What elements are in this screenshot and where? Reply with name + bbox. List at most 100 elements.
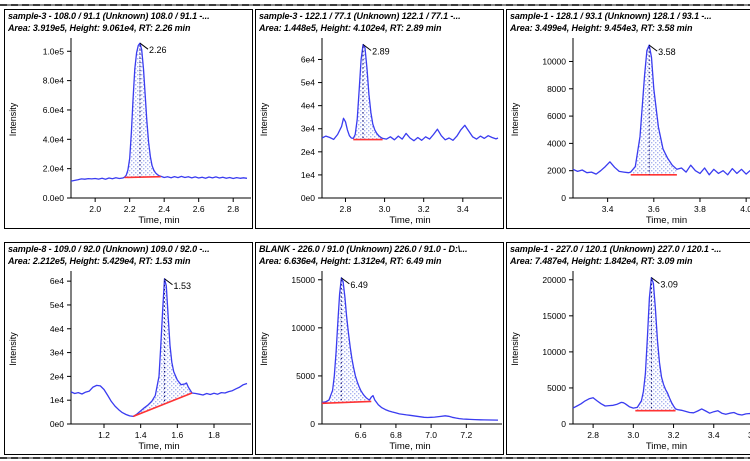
- x-axis-title: Time, min: [389, 215, 430, 226]
- panel-peak-stats: Area: 6.636e4, Height: 1.312e4, RT: 6.49…: [259, 255, 442, 266]
- y-tick-label: 2.0e4: [43, 164, 65, 174]
- rt-annotation-label: 2.89: [372, 46, 390, 56]
- x-tick-label: 1.2: [98, 430, 110, 440]
- panel-header: BLANK - 226.0 / 91.0 (Unknown) 226.0 / 9…: [256, 243, 503, 267]
- tick-labels: 0 2000 4000 6000 8000 10000 3.4 3.6 3.8 4.0: [542, 56, 750, 214]
- y-tick-label: 1.0e5: [43, 46, 65, 56]
- x-tick-label: 3.4: [457, 204, 469, 214]
- chromatogram-panel-5[interactable]: BLANK - 226.0 / 91.0 (Unknown) 226.0 / 9…: [255, 242, 504, 455]
- panel-header: sample-1 - 128.1 / 93.1 (Unknown) 128.1 …: [507, 10, 750, 34]
- y-tick-label: 4000: [547, 138, 566, 148]
- peak-fill: [630, 45, 677, 175]
- y-tick-label: 10000: [542, 56, 566, 66]
- peak-fill: [133, 278, 192, 417]
- x-axis-title: Time, min: [138, 215, 179, 226]
- integration-baseline: [321, 400, 372, 405]
- axes: [569, 38, 750, 202]
- x-tick-label: 2.2: [124, 204, 136, 214]
- x-tick-label: 2.8: [340, 204, 352, 214]
- x-tick-label: 4.0: [740, 204, 750, 214]
- axes: [569, 271, 750, 428]
- x-tick-label: 3.0: [379, 204, 391, 214]
- rt-annotation-pointer: [648, 44, 658, 52]
- panel-peak-stats: Area: 2.212e5, Height: 5.429e4, RT: 1.53…: [8, 255, 191, 266]
- rt-annotation-pointer: [341, 277, 350, 285]
- chromatogram-panel-2[interactable]: sample-3 - 122.1 / 77.1 (Unknown) 122.1 …: [255, 9, 504, 229]
- rt-annotation-label: 2.26: [149, 45, 167, 55]
- panel-header: sample-8 - 109.0 / 92.0 (Unknown) 109.0 …: [5, 243, 252, 267]
- y-tick-label: 15000: [291, 275, 315, 285]
- panel-header: sample-3 - 108.0 / 91.1 (Unknown) 108.0 …: [5, 10, 252, 34]
- chromatogram-trace: [572, 276, 750, 416]
- y-tick-label: 8000: [547, 84, 566, 94]
- y-tick-label: 3e4: [301, 124, 315, 134]
- x-tick-label: 6.6: [355, 430, 367, 440]
- panel-title: sample-1 - 128.1 / 93.1 (Unknown) 128.1 …: [510, 11, 712, 21]
- panel-title: sample-3 - 122.1 / 77.1 (Unknown) 122.1 …: [259, 11, 461, 21]
- integration-baseline: [133, 392, 193, 418]
- y-axis-title: Intensity: [259, 102, 269, 136]
- y-tick-label: 20000: [542, 275, 566, 285]
- axes: [318, 271, 502, 428]
- y-tick-label: 4.0e4: [43, 134, 65, 144]
- y-axis-title: Intensity: [510, 332, 520, 366]
- rt-annotation-pointer: [362, 44, 372, 51]
- y-tick-label: 0e0: [50, 419, 64, 429]
- y-tick-label: 5000: [296, 371, 315, 381]
- peak-fill: [322, 277, 372, 404]
- chromatogram-plot: 0 5000 10000 15000 20000 2.8 3.0 3.2 3.4 3.6 Time,…: [510, 271, 750, 452]
- y-axis-title: Intensity: [259, 332, 269, 366]
- panel-title: sample-1 - 227.0 / 120.1 (Unknown) 227.0…: [510, 244, 722, 254]
- x-tick-label: 2.4: [158, 204, 170, 214]
- chromatogram-plot: 0 5000 10000 15000 6.6 6.8 7.0 7.2 Time, min Inte…: [259, 271, 502, 452]
- y-tick-label: 0e0: [301, 193, 315, 203]
- tick-labels: 0.0e0 2.0e4 4.0e4 6.0e4 8.0e4 1.0e5 2.0 2.2 2.4 2…: [43, 46, 240, 214]
- chromatogram-trace: [70, 278, 248, 418]
- panel-title: sample-8 - 109.0 / 92.0 (Unknown) 109.0 …: [8, 244, 210, 254]
- x-axis-title: Time, min: [646, 215, 687, 226]
- rt-annotation-label: 6.49: [350, 280, 368, 290]
- peak-fill: [124, 43, 161, 178]
- y-tick-label: 6.0e4: [43, 105, 65, 115]
- y-tick-label: 0: [561, 193, 566, 203]
- y-tick-label: 10000: [542, 347, 566, 357]
- x-tick-label: 7.0: [425, 430, 437, 440]
- rt-annotation-pointer: [651, 277, 660, 285]
- rt-annotation-label: 3.58: [658, 47, 676, 57]
- y-tick-label: 6e4: [301, 54, 315, 64]
- tick-labels: 0 5000 10000 15000 6.6 6.8 7.0 7.2: [291, 275, 472, 440]
- integration-baseline: [124, 175, 161, 179]
- chromatogram-trace: [572, 44, 750, 176]
- y-axis-title: Intensity: [8, 332, 18, 366]
- y-tick-label: 2000: [547, 166, 566, 176]
- axes: [67, 38, 251, 202]
- axes: [318, 38, 502, 202]
- x-axis-title: Time, min: [646, 441, 687, 452]
- y-tick-label: 3e4: [50, 348, 64, 358]
- panel-title: sample-3 - 108.0 / 91.1 (Unknown) 108.0 …: [8, 11, 210, 21]
- tick-labels: 0e0 1e4 2e4 3e4 4e4 5e4 6e4 1.2 1.4 1.6 1.8: [50, 276, 220, 440]
- chromatogram-panel-6[interactable]: sample-1 - 227.0 / 120.1 (Unknown) 227.0…: [506, 242, 750, 455]
- chromatogram-panel-1[interactable]: sample-3 - 108.0 / 91.1 (Unknown) 108.0 …: [4, 9, 253, 229]
- panel-peak-stats: Area: 3.919e5, Height: 9.061e4, RT: 2.26…: [8, 22, 191, 33]
- y-tick-label: 0.0e0: [43, 193, 65, 203]
- panel-header: sample-1 - 227.0 / 120.1 (Unknown) 227.0…: [507, 243, 750, 267]
- chromatogram-row-bottom: sample-8 - 109.0 / 92.0 (Unknown) 109.0 …: [4, 242, 750, 455]
- y-tick-label: 2e4: [50, 371, 64, 381]
- chromatogram-panel-3[interactable]: sample-1 - 128.1 / 93.1 (Unknown) 128.1 …: [506, 9, 750, 229]
- chromatogram-plot: 0e0 1e4 2e4 3e4 4e4 5e4 6e4 2.8 3.0 3.2 3.4 Time, m…: [259, 38, 502, 226]
- y-axis-title: Intensity: [510, 102, 520, 136]
- panel-peak-stats: Area: 7.487e4, Height: 1.842e4, RT: 3.09…: [510, 255, 693, 266]
- y-tick-label: 5e4: [50, 300, 64, 310]
- y-tick-label: 4e4: [301, 101, 315, 111]
- x-tick-label: 6.8: [390, 430, 402, 440]
- peak-fill: [635, 277, 676, 411]
- y-tick-label: 1e4: [50, 395, 64, 405]
- chromatogram-panel-4[interactable]: sample-8 - 109.0 / 92.0 (Unknown) 109.0 …: [4, 242, 253, 455]
- x-tick-label: 1.6: [171, 430, 183, 440]
- rt-annotation-label: 3.09: [660, 280, 678, 290]
- y-tick-label: 5e4: [301, 78, 315, 88]
- x-tick-label: 3.4: [602, 204, 614, 214]
- panel-title: BLANK - 226.0 / 91.0 (Unknown) 226.0 / 9…: [259, 244, 468, 254]
